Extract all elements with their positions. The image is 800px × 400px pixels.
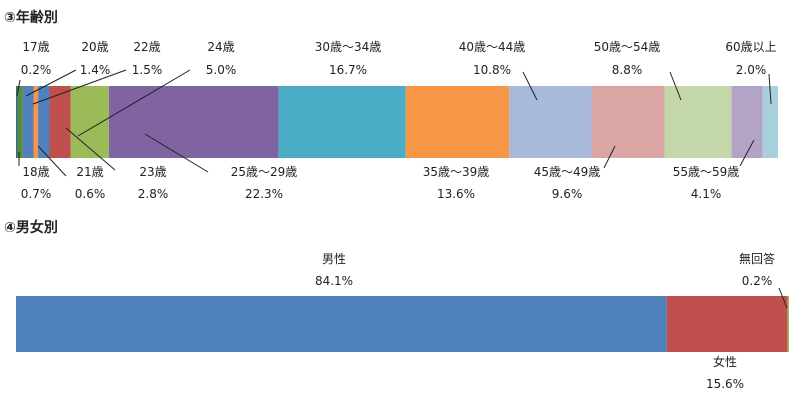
- age-leader-line: [32, 69, 127, 105]
- age-bar-segment: [108, 86, 279, 158]
- age-stacked-bar: [16, 86, 778, 158]
- age-category-label: 20歳: [81, 40, 108, 54]
- age-labels: 17歳 0.2% 18歳 0.7% 20歳 1.4% 21歳 0.6% 22歳 1.5% 23歳 2.…: [16, 40, 777, 201]
- age-value-label: 0.2%: [21, 63, 52, 77]
- gender-category-label: 男性: [322, 252, 346, 266]
- age-chart-title: ③年齢別: [4, 9, 58, 26]
- gender-bar-segment: [666, 296, 788, 352]
- age-bar-segment: [278, 86, 406, 158]
- age-category-label: 21歳: [76, 165, 103, 179]
- gender-leader-line: [778, 287, 788, 309]
- age-leader-line: [77, 69, 191, 137]
- age-leader-line: [16, 79, 21, 97]
- age-leader-line: [739, 139, 755, 167]
- age-value-label: 0.6%: [75, 187, 106, 201]
- age-category-label: 24歳: [207, 40, 234, 54]
- age-bar-segment: [49, 86, 71, 158]
- age-category-label: 55歳〜59歳: [673, 165, 740, 179]
- age-leader-line: [522, 71, 538, 101]
- gender-bar-segment: [16, 296, 667, 352]
- age-leader-line: [25, 69, 77, 97]
- age-value-label: 5.0%: [206, 63, 237, 77]
- age-value-label: 13.6%: [437, 187, 475, 201]
- age-leader-line: [144, 133, 209, 173]
- age-value-label: 22.3%: [245, 187, 283, 201]
- gender-category-label: 女性: [713, 354, 737, 369]
- age-category-label: 30歳〜34歳: [315, 40, 382, 54]
- age-value-label: 16.7%: [329, 63, 367, 77]
- age-category-label: 23歳: [139, 165, 166, 179]
- age-bar-segment: [731, 86, 763, 158]
- age-category-label: 25歳〜29歳: [231, 165, 298, 179]
- age-bar-segment: [17, 86, 23, 158]
- age-category-label: 35歳〜39歳: [423, 165, 490, 179]
- age-bar-segment: [33, 86, 39, 158]
- age-bar-segment: [664, 86, 732, 158]
- age-category-label: 17歳: [22, 40, 49, 54]
- age-value-label: 9.6%: [552, 187, 583, 201]
- gender-value-label: 84.1%: [315, 274, 353, 288]
- age-bar-segment: [16, 86, 18, 158]
- age-bar-segment: [405, 86, 510, 158]
- age-leader-line: [37, 145, 67, 177]
- age-bar-segment: [591, 86, 665, 158]
- age-value-label: 8.8%: [612, 63, 643, 77]
- age-value-label: 2.8%: [138, 187, 169, 201]
- age-category-label: 40歳〜44歳: [459, 40, 526, 54]
- age-category-label: 45歳〜49歳: [534, 165, 601, 179]
- age-value-label: 2.0%: [736, 63, 767, 77]
- age-bar-segment: [509, 86, 592, 158]
- age-category-label: 18歳: [22, 165, 49, 179]
- age-bar-segment: [762, 86, 778, 158]
- gender-stacked-bar: [16, 296, 789, 352]
- age-bar-segment: [38, 86, 50, 158]
- gender-category-label: 無回答: [739, 251, 775, 266]
- age-leader-line: [669, 71, 682, 101]
- age-leader-line: [768, 73, 772, 105]
- age-leader-line: [65, 127, 116, 171]
- age-bar-segment: [70, 86, 109, 158]
- age-value-label: 1.5%: [132, 63, 163, 77]
- age-value-label: 10.8%: [473, 63, 511, 77]
- age-value-label: 0.7%: [21, 187, 52, 201]
- age-bar-segment: [22, 86, 34, 158]
- gender-chart-title: ④男女別: [4, 219, 58, 236]
- age-value-label: 4.1%: [691, 187, 722, 201]
- gender-labels: 男性 84.1% 女性 15.6% 無回答 0.2%: [315, 251, 788, 391]
- gender-value-label: 15.6%: [706, 377, 744, 391]
- gender-bar-segment: [787, 296, 789, 352]
- gender-value-label: 0.2%: [742, 274, 773, 288]
- age-category-label: 60歳以上: [725, 40, 776, 54]
- age-leader-line: [603, 145, 616, 169]
- age-category-label: 22歳: [133, 40, 160, 54]
- age-value-label: 1.4%: [80, 63, 111, 77]
- age-category-label: 50歳〜54歳: [594, 40, 661, 54]
